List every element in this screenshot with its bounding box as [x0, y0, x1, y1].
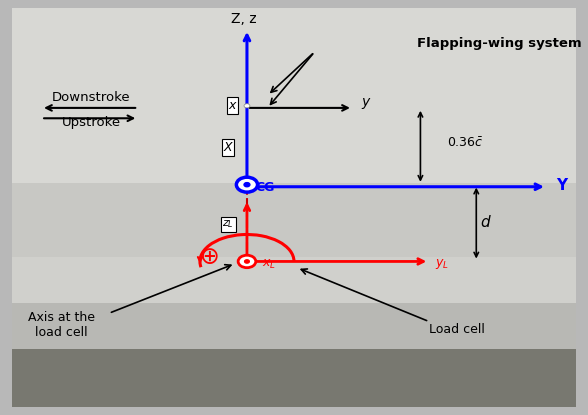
- Text: $\oplus$: $\oplus$: [199, 245, 219, 269]
- Circle shape: [245, 260, 249, 263]
- Text: $y_L$: $y_L$: [435, 256, 449, 271]
- Circle shape: [244, 104, 250, 108]
- Text: Axis at the
load cell: Axis at the load cell: [28, 310, 95, 339]
- Text: Y: Y: [556, 178, 567, 193]
- Text: Z, z: Z, z: [231, 12, 257, 26]
- Text: d: d: [480, 215, 490, 229]
- Circle shape: [238, 255, 256, 268]
- Bar: [12, 303, 576, 357]
- Text: X: X: [224, 141, 232, 154]
- Bar: [12, 8, 576, 187]
- Text: CG: CG: [256, 181, 275, 194]
- Bar: [12, 183, 576, 257]
- Text: $x_L$: $x_L$: [262, 258, 276, 271]
- Circle shape: [236, 177, 258, 192]
- Text: x: x: [229, 99, 236, 112]
- Circle shape: [244, 183, 250, 187]
- Text: Upstroke: Upstroke: [62, 116, 121, 129]
- Bar: [12, 349, 576, 407]
- Text: Load cell: Load cell: [429, 323, 485, 337]
- Text: $0.36\bar{c}$: $0.36\bar{c}$: [447, 137, 483, 150]
- Text: y: y: [362, 95, 370, 109]
- Text: Flapping-wing system: Flapping-wing system: [417, 37, 582, 50]
- Bar: [12, 8, 576, 311]
- Text: Downstroke: Downstroke: [52, 91, 131, 104]
- Text: $z_L$: $z_L$: [222, 218, 234, 230]
